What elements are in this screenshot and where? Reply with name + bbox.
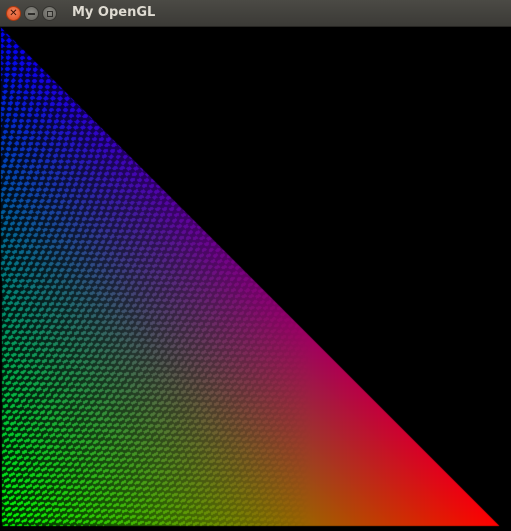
title-bar[interactable]: ✕ My OpenGL xyxy=(0,0,511,27)
rendered-triangle xyxy=(0,27,511,531)
window-title: My OpenGL xyxy=(72,5,156,20)
window-controls: ✕ xyxy=(6,6,57,21)
maximize-icon xyxy=(46,10,53,17)
minimize-button[interactable] xyxy=(24,6,39,21)
maximize-button[interactable] xyxy=(42,6,57,21)
opengl-viewport[interactable] xyxy=(0,27,511,531)
close-button[interactable]: ✕ xyxy=(6,6,21,21)
minimize-icon xyxy=(28,12,35,15)
close-icon: ✕ xyxy=(9,7,18,19)
